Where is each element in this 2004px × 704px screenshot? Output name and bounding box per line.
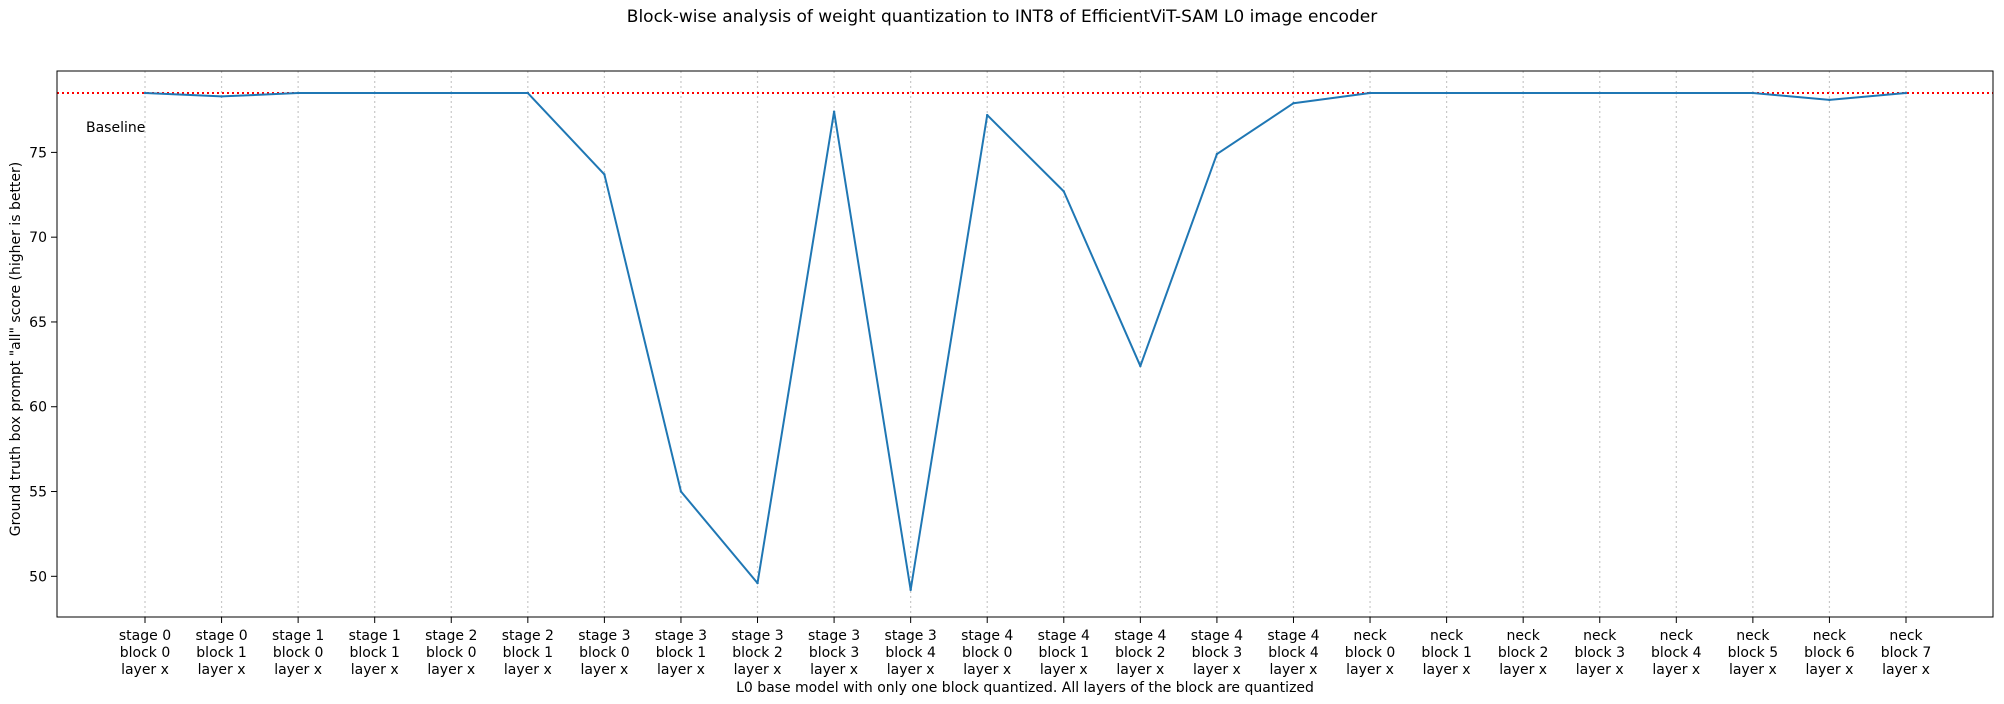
data-point xyxy=(1139,364,1142,368)
x-tick-label: stage 3 block 1 layer x xyxy=(655,628,707,678)
data-point xyxy=(986,113,989,117)
y-axis-label: Ground truth box prompt "all" score (hig… xyxy=(8,162,24,537)
y-tick-label: 60 xyxy=(29,400,47,416)
x-tick-label: stage 3 block 0 layer x xyxy=(578,628,630,678)
series-line xyxy=(144,92,1907,591)
x-tick-label: stage 4 block 0 layer x xyxy=(961,628,1013,678)
data-point xyxy=(909,588,912,592)
x-tick-label: stage 1 block 0 layer x xyxy=(272,628,324,678)
series-group xyxy=(143,91,1908,592)
x-tick-label: stage 1 block 1 layer x xyxy=(349,628,401,678)
x-axis-label: L0 base model with only one block quanti… xyxy=(736,680,1314,696)
data-point xyxy=(1445,91,1448,95)
x-tick-label: stage 0 block 1 layer x xyxy=(195,628,247,678)
x-tick-label: neck block 4 layer x xyxy=(1651,628,1702,678)
x-tick-label: stage 4 block 3 layer x xyxy=(1191,628,1243,678)
y-tick-label: 75 xyxy=(29,145,47,161)
x-axis-ticks: stage 0 block 0 layer x stage 0 block 1 layer… xyxy=(119,617,1931,678)
x-tick-label: stage 2 block 1 layer x xyxy=(502,628,554,678)
data-point xyxy=(1598,91,1601,95)
x-tick-label: neck block 6 layer x xyxy=(1804,628,1855,678)
x-tick-label: stage 4 block 2 layer x xyxy=(1114,628,1166,678)
data-point xyxy=(220,95,223,98)
x-tick-label: stage 0 block 0 layer x xyxy=(119,628,171,678)
data-point xyxy=(679,490,683,493)
data-point xyxy=(756,581,759,585)
data-point xyxy=(832,110,836,113)
data-point xyxy=(373,91,376,95)
y-tick-label: 65 xyxy=(29,315,47,331)
data-point xyxy=(603,173,606,176)
chart-title: Block-wise analysis of weight quantizati… xyxy=(627,7,1377,27)
x-tick-label: neck block 5 layer x xyxy=(1728,628,1779,678)
x-tick-label: stage 4 block 4 layer x xyxy=(1267,628,1319,678)
data-point xyxy=(526,91,530,95)
data-point xyxy=(1368,91,1372,95)
x-tick-label: stage 3 block 4 layer x xyxy=(885,628,937,678)
y-tick-label: 55 xyxy=(29,485,47,501)
baseline-group: Baseline xyxy=(57,92,1993,136)
data-point xyxy=(1215,152,1219,156)
data-point xyxy=(1292,102,1295,105)
data-point xyxy=(1521,91,1525,95)
data-point xyxy=(450,91,453,95)
x-tick-label: stage 3 block 2 layer x xyxy=(731,628,783,678)
data-point xyxy=(1062,190,1065,193)
x-tick-label: stage 2 block 0 layer x xyxy=(425,628,477,678)
y-tick-label: 70 xyxy=(29,230,47,246)
data-point xyxy=(1828,98,1831,102)
x-tick-label: neck block 7 layer x xyxy=(1881,628,1932,678)
x-tick-label: stage 3 block 3 layer x xyxy=(808,628,860,678)
data-point xyxy=(296,91,300,95)
x-tick-label: neck block 2 layer x xyxy=(1498,628,1549,678)
x-tick-label: stage 4 block 1 layer x xyxy=(1038,628,1090,678)
plot-area-frame xyxy=(56,70,1994,618)
data-point xyxy=(1751,91,1755,95)
y-axis-ticks: 50 55 60 65 70 75 xyxy=(29,145,57,585)
baseline-label: Baseline xyxy=(86,120,145,136)
x-tick-label: neck block 3 layer x xyxy=(1574,628,1625,678)
x-tick-label: neck block 1 layer x xyxy=(1421,628,1472,678)
x-grid xyxy=(144,71,1907,617)
x-tick-label: neck block 0 layer x xyxy=(1345,628,1396,678)
data-point xyxy=(1675,91,1678,95)
y-tick-label: 50 xyxy=(29,569,47,585)
data-point xyxy=(1904,91,1908,95)
data-point xyxy=(143,91,147,95)
